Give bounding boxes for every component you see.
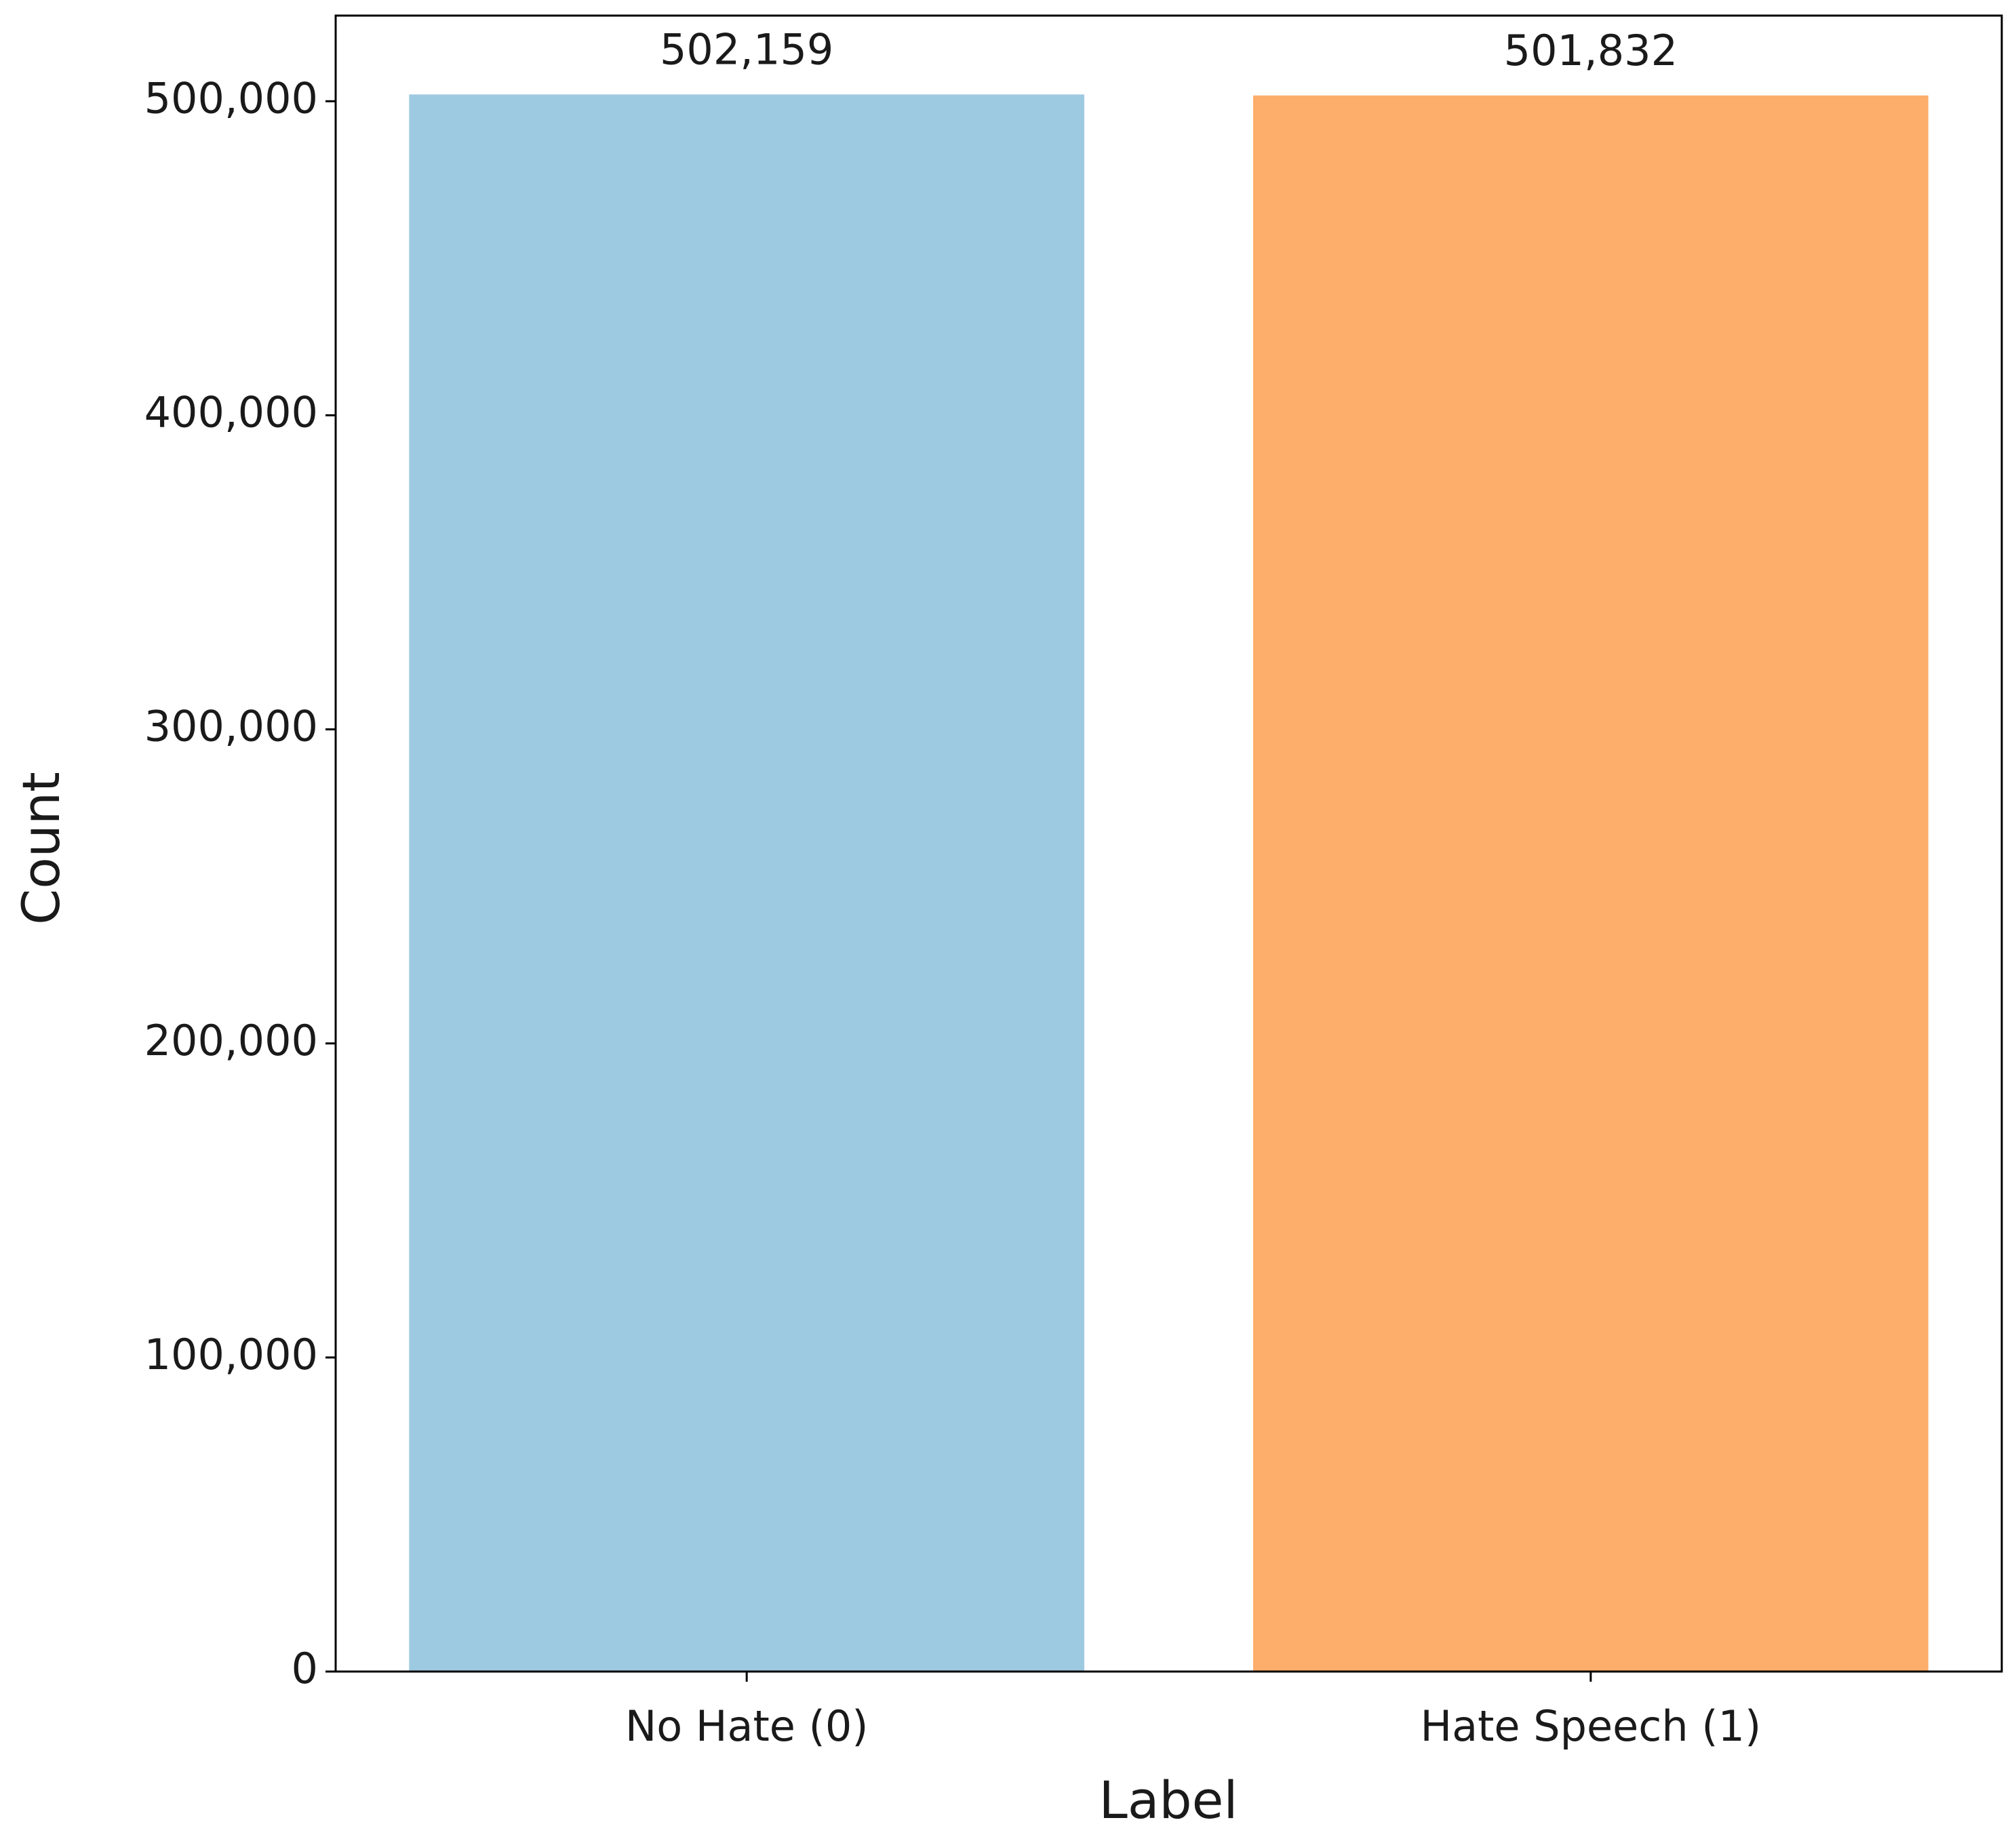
y-tick-label: 100,000: [144, 1330, 318, 1379]
value-label: 502,159: [660, 24, 833, 74]
y-tick-label: 500,000: [144, 73, 318, 123]
x-tick-label: No Hate (0): [625, 1701, 869, 1751]
bar: [409, 94, 1085, 1672]
y-tick-label: 400,000: [144, 388, 318, 437]
x-tick-label: Hate Speech (1): [1420, 1701, 1761, 1751]
value-label: 501,832: [1504, 26, 1678, 75]
y-tick-label: 300,000: [144, 702, 318, 751]
plot-frame: [334, 14, 2003, 1673]
y-axis-label: Count: [11, 772, 71, 925]
x-axis-label: Label: [1099, 1770, 1238, 1830]
y-tick-label: 200,000: [144, 1016, 318, 1065]
y-tick-label: 0: [292, 1644, 318, 1693]
bar: [1252, 95, 1929, 1672]
